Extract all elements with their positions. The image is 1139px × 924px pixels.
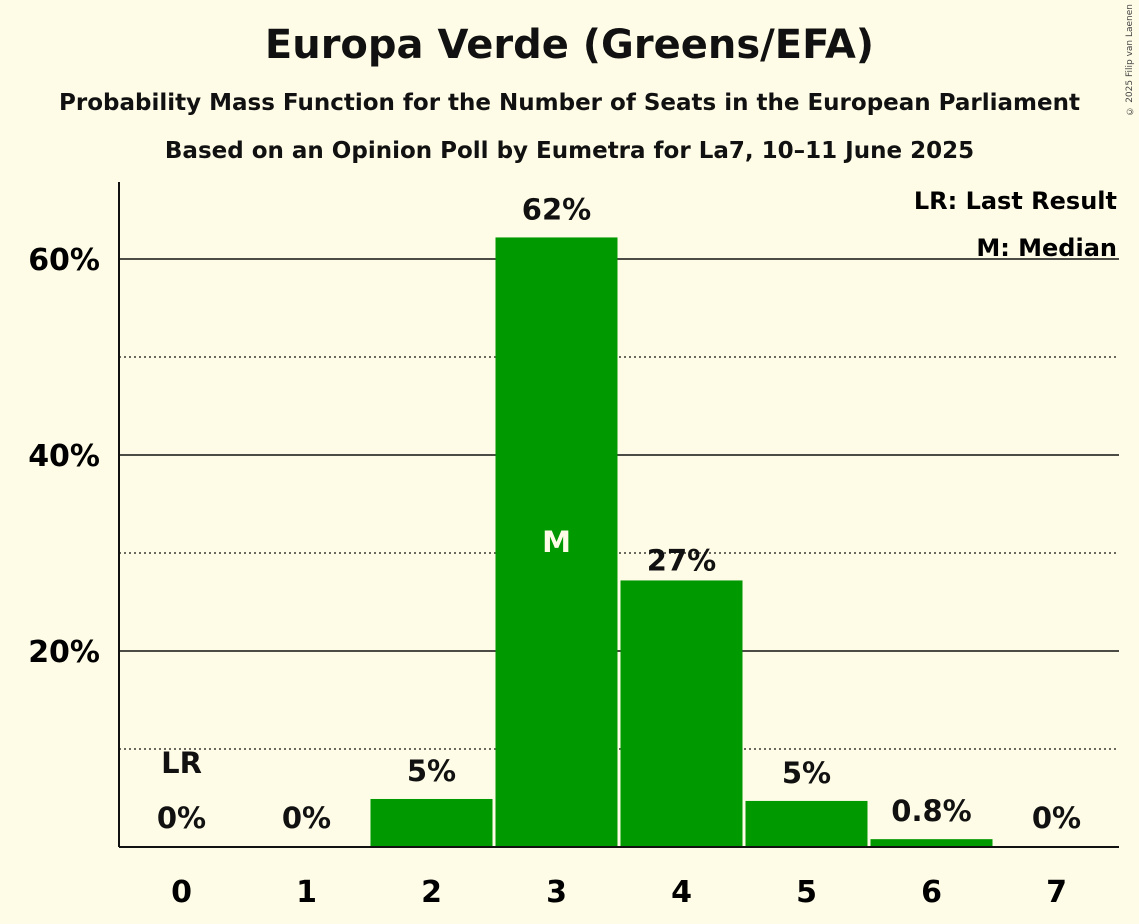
- bar: [495, 237, 618, 847]
- data-label: 5%: [782, 756, 831, 790]
- x-tick-label: 7: [1046, 875, 1067, 910]
- gridlines: [119, 258, 1119, 750]
- data-label: 0%: [157, 801, 206, 835]
- last-result-marker: LR: [161, 746, 202, 780]
- bar: [745, 800, 868, 847]
- x-tick-label: 3: [546, 875, 567, 910]
- chart-title: Europa Verde (Greens/EFA): [264, 22, 875, 68]
- x-tick-label: 6: [921, 875, 942, 910]
- data-label: 62%: [522, 192, 591, 226]
- data-label: 0%: [282, 801, 331, 835]
- y-tick-label: 60%: [28, 243, 100, 278]
- chart-subtitle: Probability Mass Function for the Number…: [59, 90, 1080, 116]
- median-marker: M: [542, 525, 571, 559]
- x-tick-label: 2: [421, 875, 442, 910]
- bar: [870, 839, 993, 847]
- axes: 20% 40% 60% 0 1 2 3 4 5 6 7: [28, 182, 1119, 910]
- data-label: 0%: [1032, 801, 1081, 835]
- y-tick-label: 20%: [28, 635, 100, 670]
- bar: [620, 580, 743, 847]
- bars: [370, 237, 993, 847]
- data-label: 0.8%: [891, 794, 971, 828]
- data-label: 5%: [407, 754, 456, 788]
- x-tick-label: 4: [671, 875, 692, 910]
- x-tick-label: 1: [296, 875, 317, 910]
- data-label: 27%: [647, 543, 716, 577]
- x-tick-label: 0: [171, 875, 192, 910]
- bar: [370, 798, 493, 847]
- x-tick-label: 5: [796, 875, 817, 910]
- legend-last-result: LR: Last Result: [914, 187, 1117, 215]
- legend-median: M: Median: [976, 234, 1117, 262]
- chart-source: Based on an Opinion Poll by Eumetra for …: [164, 138, 975, 164]
- y-tick-label: 40%: [28, 439, 100, 474]
- data-labels: 0% LR 0% 5% 62% M 27% 5% 0.8% 0%: [157, 192, 1081, 835]
